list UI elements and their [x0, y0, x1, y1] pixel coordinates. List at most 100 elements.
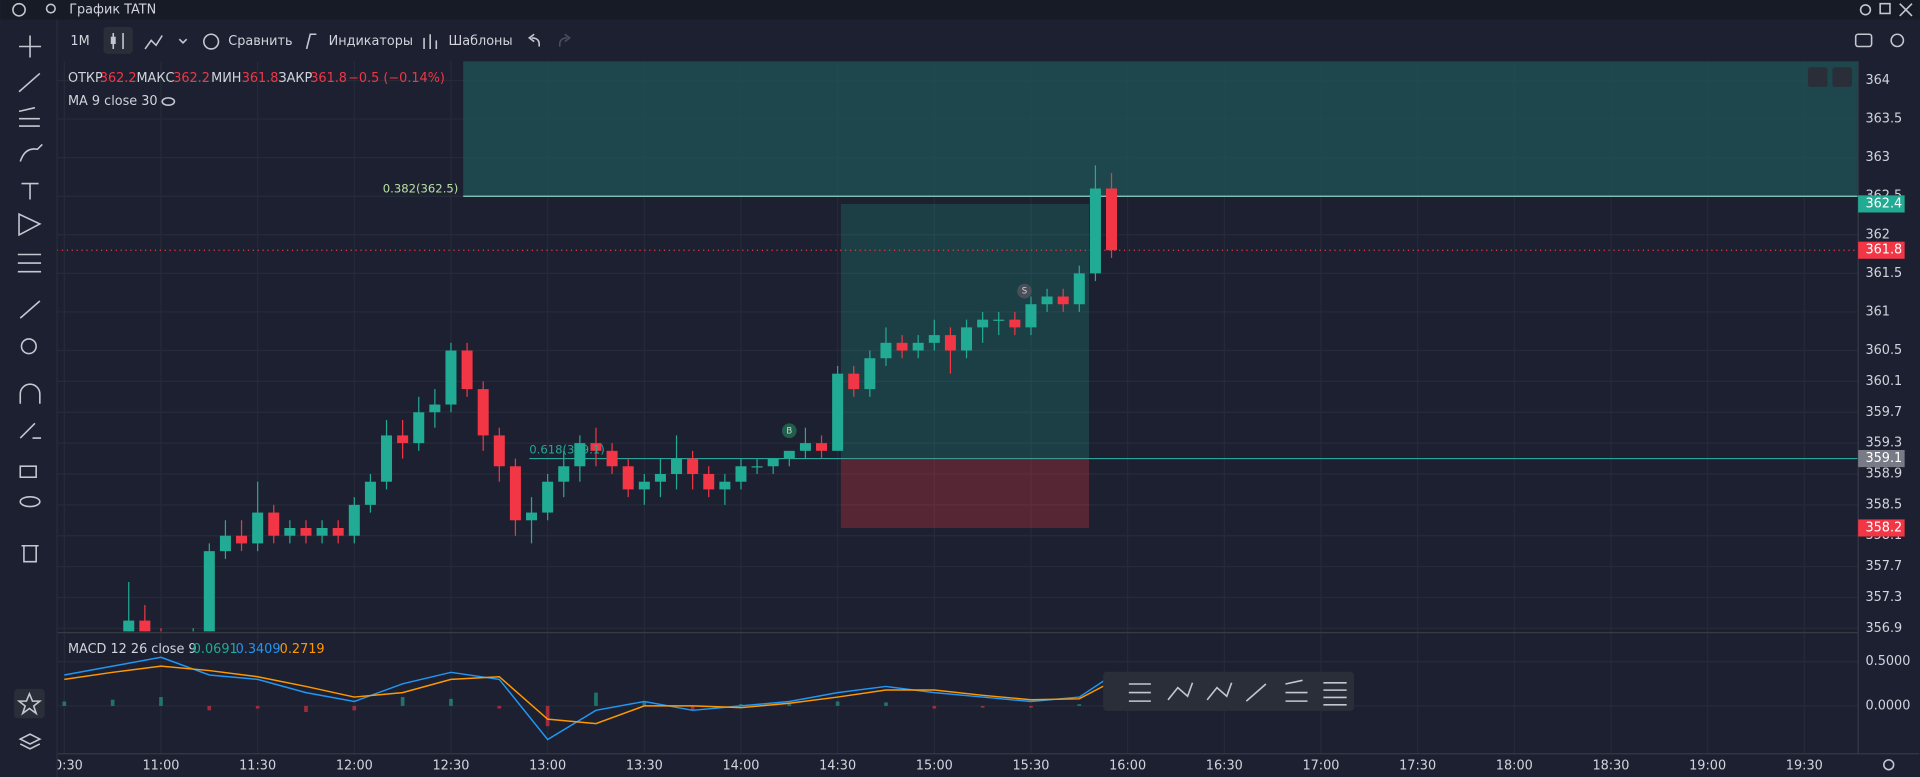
chart-type-icon[interactable] [144, 35, 163, 50]
pattern-tool[interactable] [18, 212, 42, 237]
crosshair-tool[interactable] [19, 35, 42, 58]
fullscreen-button[interactable] [1832, 67, 1853, 87]
macd-histogram-bar [980, 705, 985, 708]
candle-body [300, 527, 312, 536]
abcd-button[interactable] [1206, 682, 1233, 701]
macd-macd-line [64, 656, 1112, 741]
candle-body [558, 466, 570, 482]
screenshot-button[interactable] [1854, 33, 1873, 48]
chart-type-dropdown[interactable] [178, 38, 188, 44]
macd-signal-line [64, 665, 1112, 725]
candle-body [638, 481, 650, 490]
undo-button[interactable] [527, 33, 541, 47]
time-label: 12:30 [432, 758, 469, 773]
candle-body [912, 342, 924, 351]
delete-tool[interactable] [21, 544, 39, 563]
candle-body [767, 458, 779, 467]
high-label: МАКС [137, 71, 175, 86]
time-label: 15:00 [916, 758, 953, 773]
layers-button[interactable] [18, 733, 42, 750]
price-label: 359.3 [1865, 436, 1902, 451]
price-tag-label: 362.4 [1865, 196, 1902, 211]
candle-body [1089, 188, 1101, 274]
pitchfork-button[interactable] [1285, 679, 1308, 702]
candles-button[interactable] [103, 26, 133, 54]
macd-histogram-bar [159, 697, 163, 706]
price-label: 360.1 [1865, 374, 1902, 389]
candle-body [977, 319, 989, 328]
channels-button[interactable] [1323, 681, 1347, 706]
time-label: 15:30 [1012, 758, 1049, 773]
candle-body [751, 466, 763, 468]
trend-line-tool[interactable] [18, 72, 41, 93]
candle-body [381, 435, 393, 482]
close-icon[interactable] [1899, 3, 1913, 17]
candle-body [461, 350, 473, 390]
time-label: 19:00 [1689, 758, 1726, 773]
templates-button[interactable]: Шаблоны [449, 34, 513, 49]
brush-tool[interactable] [19, 143, 43, 162]
axis-settings-button[interactable] [1883, 759, 1895, 771]
interval-button[interactable]: 1M [70, 34, 89, 49]
price-label: 357.3 [1865, 590, 1902, 605]
lock-tool[interactable] [19, 465, 37, 479]
search-icon[interactable] [45, 3, 56, 14]
trend-button[interactable] [1245, 683, 1267, 702]
time-label: 17:00 [1302, 758, 1339, 773]
candle-body [1073, 273, 1085, 305]
hide-ma-icon[interactable] [161, 97, 176, 107]
candle-body [606, 450, 618, 467]
ruler-tool[interactable] [19, 300, 41, 319]
elliott-wave-button[interactable] [1167, 682, 1194, 701]
share-button[interactable] [1890, 33, 1905, 48]
compare-button[interactable]: Сравнить [228, 34, 292, 49]
visibility-tool[interactable] [19, 495, 41, 508]
lock-drawing-tool[interactable] [19, 422, 42, 439]
add-icon[interactable] [12, 2, 26, 17]
scroll-button[interactable] [1807, 67, 1828, 87]
price-label: 358.9 [1865, 466, 1902, 481]
templates-icon[interactable] [423, 34, 438, 49]
candle-body [445, 350, 457, 405]
macd-histogram-bar [884, 702, 888, 706]
macd-histogram-bar [1029, 705, 1033, 708]
indicators-button[interactable]: Индикаторы [329, 34, 413, 49]
candle-body [429, 404, 441, 413]
fib-retracement-button[interactable] [1128, 683, 1151, 702]
macd-pane [62, 656, 1114, 741]
restore-icon[interactable] [1879, 2, 1891, 15]
open-value: 362.2 [100, 71, 137, 86]
price-tag [1858, 519, 1905, 537]
time-label: 18:00 [1496, 758, 1533, 773]
redo-button[interactable] [558, 33, 571, 47]
candle-body [348, 504, 360, 536]
settings-icon[interactable] [1859, 4, 1872, 16]
candle-body [832, 373, 844, 451]
axes: 10:30 11:00 11:30 12:00 12:30 13:00 13:30 14:00… [46, 73, 1911, 774]
text-tool[interactable] [21, 182, 39, 200]
candle-body [783, 450, 795, 459]
left-toolbar [0, 19, 57, 777]
macd-histogram-bar [642, 701, 647, 706]
candle-body [413, 412, 425, 444]
price-label: 363.5 [1865, 112, 1902, 127]
price-label: 361 [1865, 304, 1889, 319]
indicators-icon[interactable] [305, 33, 317, 50]
macd-histogram-bar [449, 698, 453, 706]
price-label: 357.7 [1865, 559, 1902, 574]
candle-body [654, 473, 666, 482]
compare-icon[interactable] [203, 33, 220, 50]
candle-body [799, 443, 811, 451]
price-tag-label: 361.8 [1865, 243, 1902, 258]
forecast-tool[interactable] [17, 253, 42, 273]
ohlc-legend: ОТКР 362.2 МАКС 362.2 МИН 361.8 ЗАКР 361… [68, 67, 1853, 657]
candle-body [687, 458, 699, 474]
candle-body [944, 335, 956, 351]
zoom-tool[interactable] [20, 338, 37, 355]
candle-body [896, 342, 908, 351]
candle-body [316, 527, 328, 536]
candle-body [284, 527, 296, 536]
favorites-button[interactable] [14, 688, 45, 719]
magnet-tool[interactable] [19, 383, 41, 404]
fib-tool[interactable] [18, 106, 40, 127]
